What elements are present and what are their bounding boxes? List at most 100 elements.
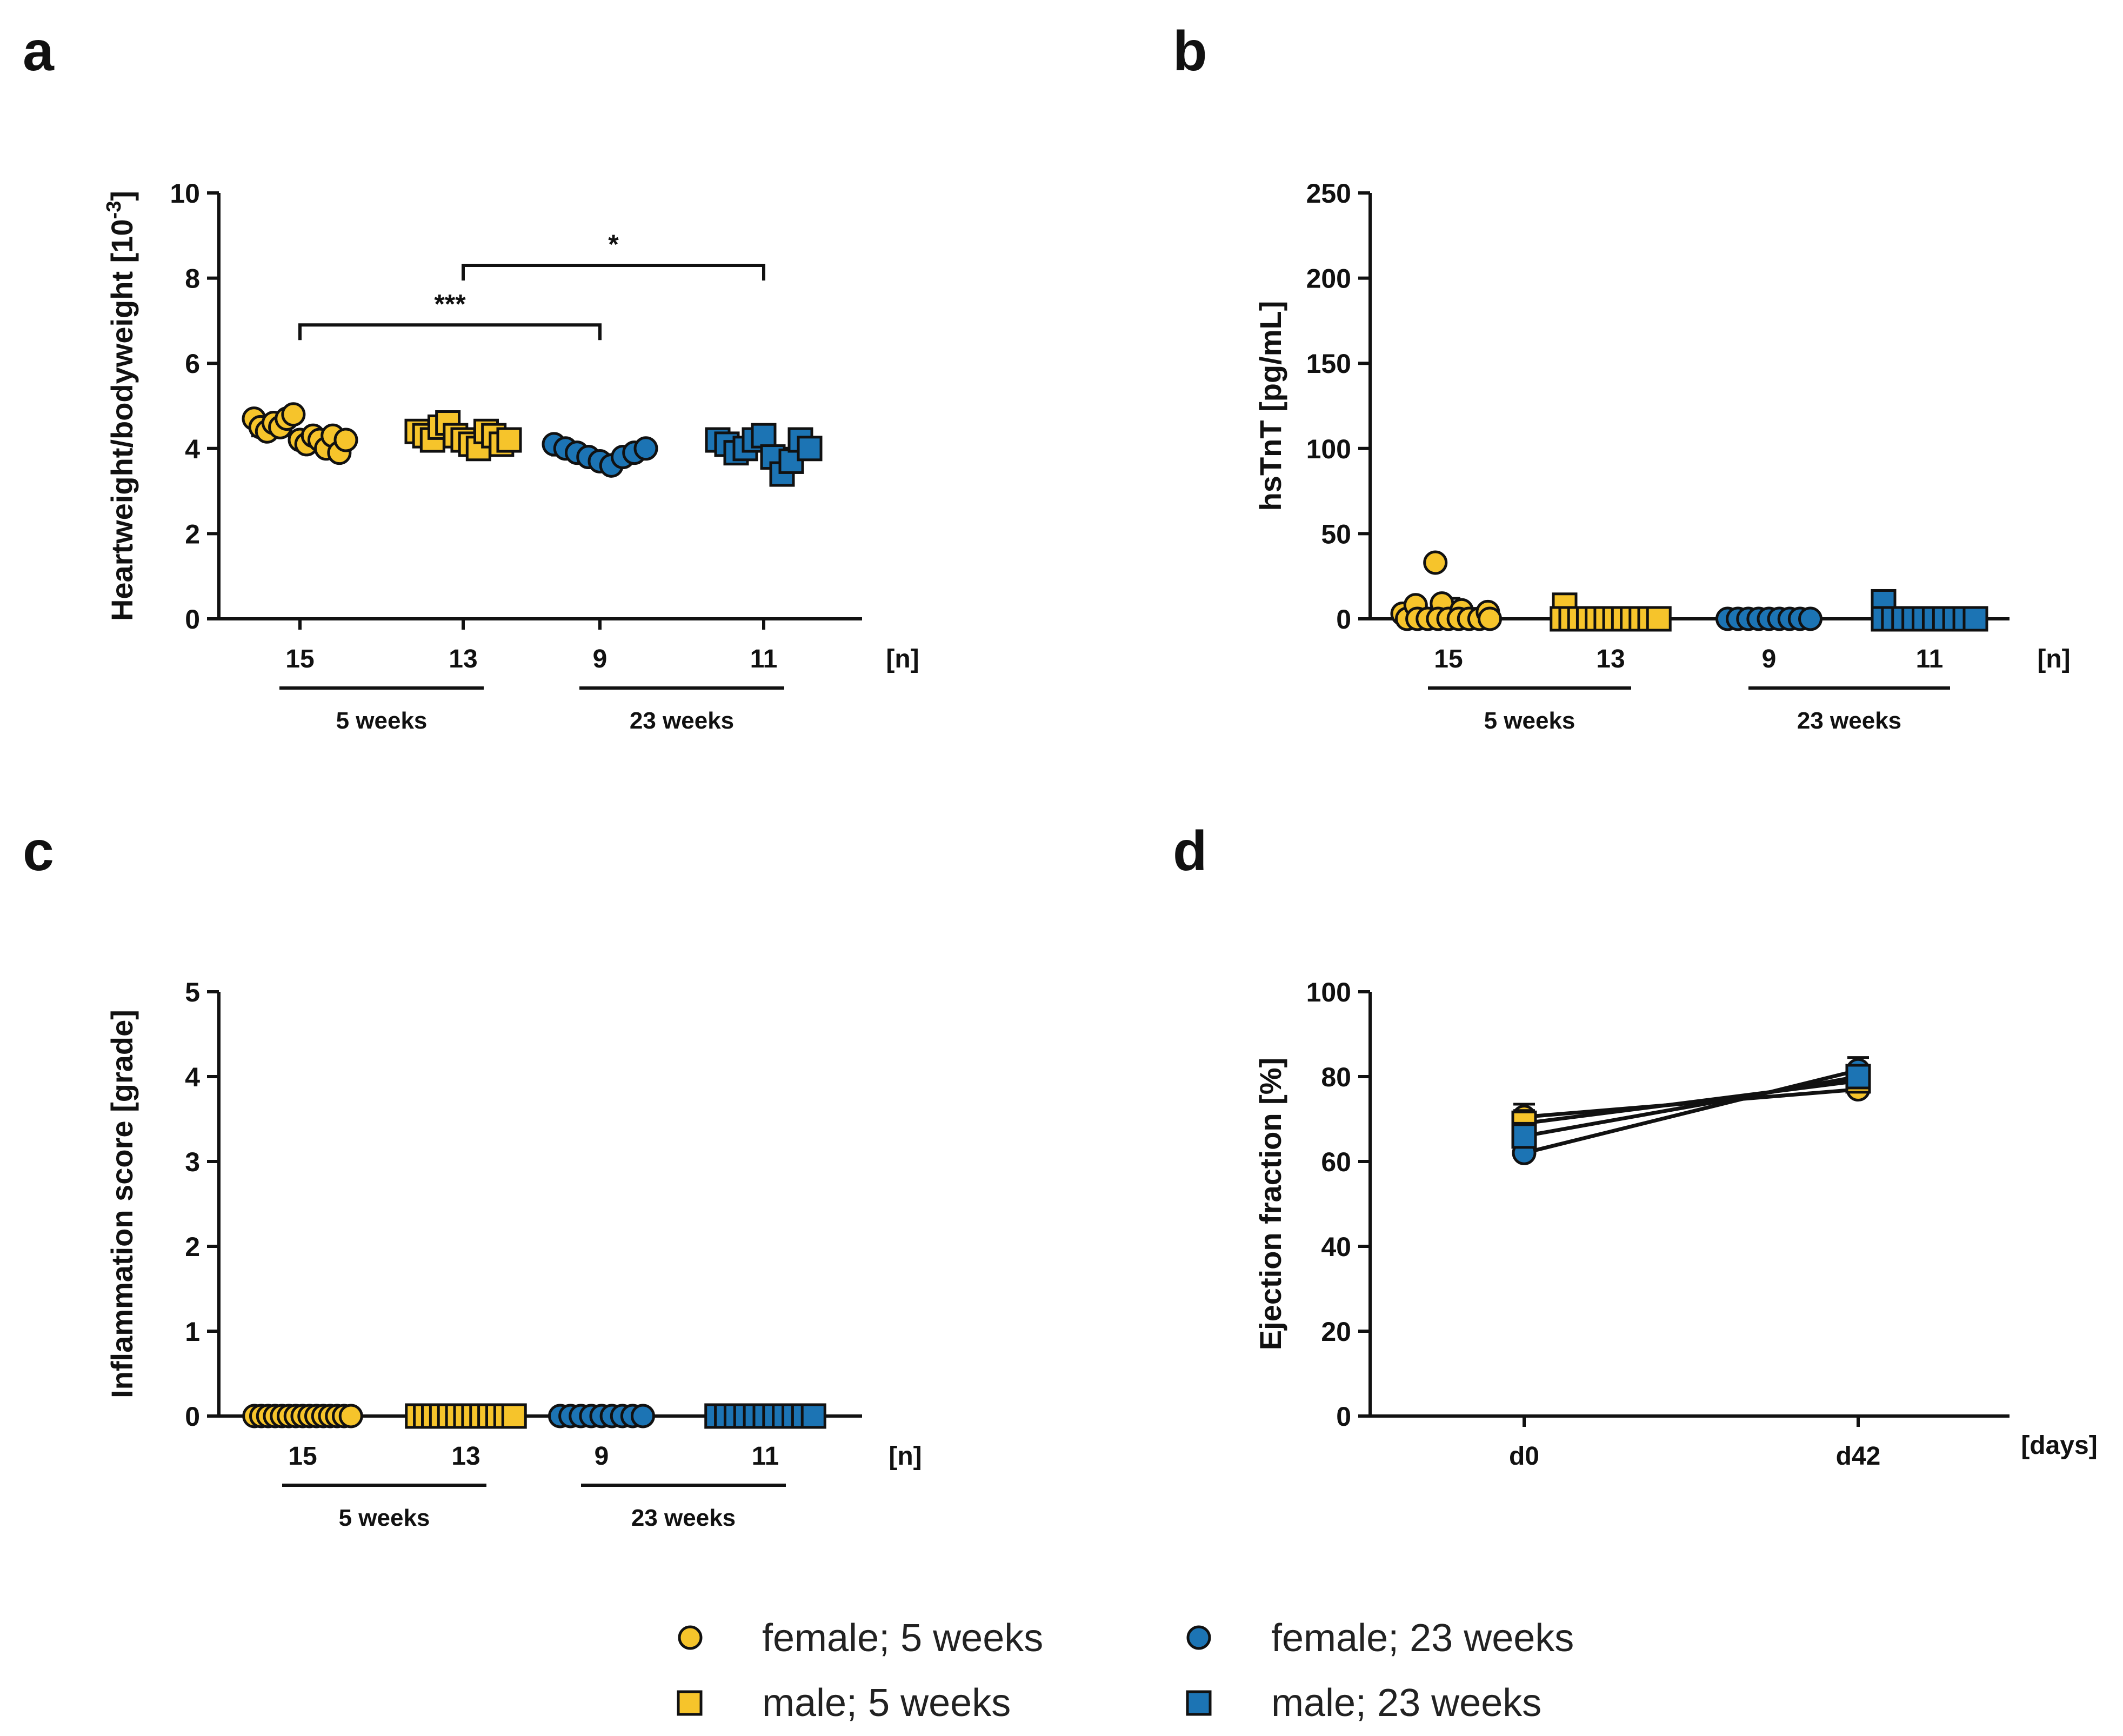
series-male-23-weeks bbox=[1511, 1064, 1871, 1149]
x-category-label: d0 bbox=[1509, 1442, 1539, 1471]
data-point bbox=[338, 1404, 363, 1428]
y-tick-label: 100 bbox=[1306, 977, 1351, 1007]
panel-b-hstnt-chart: 0 50 100 150 200 250 hsTnT [pg/mL] 15 13 9 11 [n] 5 … bbox=[1253, 178, 2071, 734]
legend-label: female; 23 weeks bbox=[1271, 1617, 1574, 1660]
group-label: 5 weeks bbox=[1484, 707, 1575, 734]
y-axis-label: hsTnT [pg/mL] bbox=[1253, 301, 1287, 511]
data-point bbox=[1478, 606, 1502, 631]
x-category-label: 13 bbox=[449, 645, 477, 673]
y-tick-label: 200 bbox=[1306, 264, 1351, 294]
y-tick-label: 100 bbox=[1306, 434, 1351, 464]
x-category-label: 11 bbox=[1916, 645, 1944, 673]
y-tick-label: 1 bbox=[185, 1317, 200, 1347]
series-male-23-weeks bbox=[704, 1403, 826, 1429]
legend-item-female-23w: female; 23 weeks bbox=[1186, 1617, 1574, 1660]
panel-label-a: a bbox=[23, 20, 55, 83]
panel-c-inflammation-chart: 0 1 2 3 4 5 Inflammation score [grade] 15 13 9 11 [… bbox=[105, 977, 922, 1531]
y-tick-label: 5 bbox=[185, 977, 200, 1007]
series-line bbox=[1524, 1068, 1859, 1155]
group-label: 5 weeks bbox=[336, 707, 428, 734]
y-axis-label: Ejection fraction [%] bbox=[1253, 1058, 1287, 1350]
y-tick-label: 0 bbox=[1336, 1401, 1351, 1432]
series-male-5-weeks bbox=[1550, 592, 1672, 632]
y-tick-label: 10 bbox=[170, 178, 200, 209]
y-tick-label: 0 bbox=[185, 1401, 200, 1432]
x-category-label: 15 bbox=[1434, 645, 1463, 673]
legend-marker-circle bbox=[678, 1625, 703, 1650]
y-tick-label: 8 bbox=[185, 264, 200, 294]
group-label: 23 weeks bbox=[630, 707, 734, 734]
group-label: 23 weeks bbox=[1797, 707, 1901, 734]
legend-marker-circle bbox=[1186, 1625, 1211, 1650]
series-female-5-weeks bbox=[1390, 550, 1502, 631]
panel-d-ejection-fraction-chart: 0 20 40 60 80 100 Ejection fraction [%] d0 d42 [d… bbox=[1253, 977, 2098, 1471]
x-unit-label: [days] bbox=[2021, 1431, 2097, 1460]
series-female-5-weeks bbox=[242, 402, 358, 465]
n-unit-label: [n] bbox=[2037, 645, 2070, 673]
y-tick-label: 3 bbox=[185, 1147, 200, 1177]
x-category-label: 11 bbox=[752, 1442, 779, 1471]
significance-bracket: *** bbox=[298, 289, 602, 340]
y-tick-label: 4 bbox=[185, 434, 200, 464]
data-point bbox=[1646, 606, 1672, 632]
y-axis-label-tail: ] bbox=[105, 191, 139, 201]
y-tick-label: 2 bbox=[185, 519, 200, 549]
y-axis-label: Inflammation score [grade] bbox=[105, 1010, 139, 1398]
data-point bbox=[1962, 606, 1988, 632]
series-female-23-weeks bbox=[542, 432, 658, 478]
legend-item-female-5w: female; 5 weeks bbox=[678, 1617, 1043, 1660]
significance-label: * bbox=[608, 229, 619, 259]
series-female-23-weeks bbox=[1715, 606, 1822, 631]
x-category-label: 11 bbox=[750, 645, 778, 673]
data-point bbox=[281, 402, 306, 427]
significance-line bbox=[298, 323, 602, 340]
x-category-label: 15 bbox=[288, 1442, 317, 1471]
series-male-23-weeks bbox=[1871, 589, 1988, 632]
group-label: 23 weeks bbox=[631, 1505, 736, 1531]
legend-marker-square bbox=[1186, 1690, 1212, 1716]
y-tick-label: 20 bbox=[1321, 1317, 1351, 1347]
y-tick-label: 4 bbox=[185, 1062, 200, 1092]
y-tick-label: 50 bbox=[1321, 519, 1351, 549]
y-axis-label: Heartweight/bodyweight [10-3] bbox=[103, 191, 139, 621]
data-point bbox=[501, 1403, 527, 1429]
n-unit-label: [n] bbox=[889, 1442, 922, 1471]
series-line bbox=[1524, 1074, 1859, 1138]
series-female-23-weeks bbox=[548, 1404, 655, 1428]
series-male-5-weeks bbox=[404, 410, 522, 462]
legend-item-male-5w: male; 5 weeks bbox=[677, 1681, 1011, 1725]
panel-label-c: c bbox=[23, 820, 54, 883]
data-point bbox=[1798, 606, 1822, 631]
significance-line bbox=[462, 263, 765, 281]
y-tick-label: 0 bbox=[185, 604, 200, 635]
x-category-label: 9 bbox=[595, 1442, 609, 1471]
legend-label: female; 5 weeks bbox=[762, 1617, 1043, 1660]
data-point bbox=[633, 436, 658, 461]
y-tick-label: 60 bbox=[1321, 1147, 1351, 1177]
n-unit-label: [n] bbox=[886, 645, 919, 673]
x-category-label: d42 bbox=[1836, 1442, 1881, 1471]
legend-label: male; 23 weeks bbox=[1271, 1681, 1541, 1725]
y-tick-label: 40 bbox=[1321, 1232, 1351, 1262]
legend-marker-square bbox=[677, 1690, 703, 1716]
panel-label-b: b bbox=[1173, 20, 1207, 83]
data-point bbox=[797, 436, 823, 462]
data-point bbox=[800, 1403, 826, 1429]
series-male-5-weeks bbox=[405, 1403, 527, 1429]
legend: female; 5 weeks male; 5 weeks female; 23… bbox=[677, 1617, 1574, 1725]
x-category-label: 13 bbox=[1596, 645, 1625, 673]
y-tick-label: 150 bbox=[1306, 349, 1351, 379]
data-point bbox=[1511, 1123, 1537, 1149]
significance-label: *** bbox=[434, 289, 466, 319]
y-tick-label: 6 bbox=[185, 349, 200, 379]
x-category-label: 13 bbox=[451, 1442, 480, 1471]
panel-a-heartweight-chart: 0 2 4 6 8 10 Heartweight/bodyweight [10-3] 15 13… bbox=[103, 178, 919, 734]
x-category-label: 9 bbox=[593, 645, 607, 673]
data-point bbox=[1845, 1064, 1871, 1090]
legend-item-male-23w: male; 23 weeks bbox=[1186, 1681, 1541, 1725]
y-tick-label: 80 bbox=[1321, 1062, 1351, 1092]
y-tick-label: 2 bbox=[185, 1232, 200, 1262]
y-axis-label-exponent: -3 bbox=[103, 201, 125, 219]
significance-bracket: * bbox=[462, 229, 765, 281]
